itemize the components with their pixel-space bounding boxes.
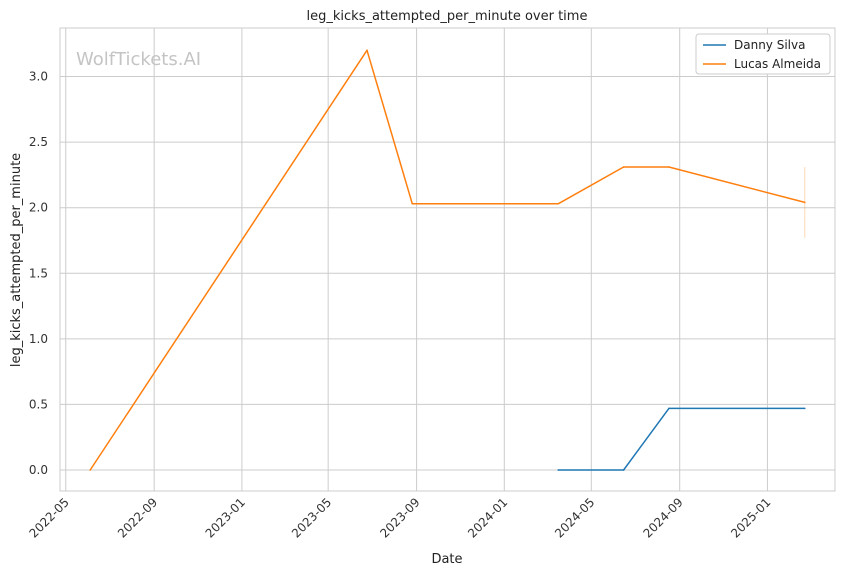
y-tick-label: 3.0	[29, 70, 48, 84]
plot-frame	[59, 27, 836, 492]
data-point-lucas-almeida	[366, 49, 368, 52]
data-point-danny-silva	[557, 469, 560, 471]
y-axis-label: leg_kicks_attempted_per_minute	[9, 153, 24, 367]
data-point-lucas-almeida	[668, 166, 670, 168]
y-tick-label: 2.0	[29, 201, 48, 215]
y-tick-label: 2.5	[29, 135, 48, 149]
series-layer	[89, 49, 806, 471]
data-point-danny-silva	[622, 469, 625, 471]
data-point-danny-silva	[668, 407, 670, 410]
series-line-danny-silva	[558, 407, 805, 471]
data-point-danny-silva	[804, 407, 806, 410]
y-tick-label: 1.5	[29, 266, 48, 280]
y-tick-labels: 0.0 0.5 1.0 1.5 2.0 2.5 3.0	[29, 70, 48, 477]
y-tick-label: 1.0	[29, 332, 48, 346]
grid	[60, 28, 835, 491]
chart-title: leg_kicks_attempted_per_minute over time	[307, 9, 588, 24]
legend: Danny Silva Lucas Almeida	[695, 33, 831, 75]
data-point-lucas-almeida	[622, 166, 625, 168]
y-tick-label: 0.0	[29, 463, 48, 477]
y-tick-label: 0.5	[29, 397, 48, 411]
legend-label-danny-silva: Danny Silva	[734, 38, 805, 52]
legend-box	[695, 33, 831, 75]
data-point-lucas-almeida	[804, 201, 806, 204]
x-axis-label: Date	[431, 552, 462, 567]
data-point-lucas-almeida	[557, 202, 560, 205]
legend-label-lucas-almeida: Lucas Almeida	[734, 57, 821, 71]
data-point-lucas-almeida	[89, 469, 91, 471]
data-point-lucas-almeida	[411, 202, 414, 205]
watermark: WolfTickets.AI	[76, 49, 201, 70]
